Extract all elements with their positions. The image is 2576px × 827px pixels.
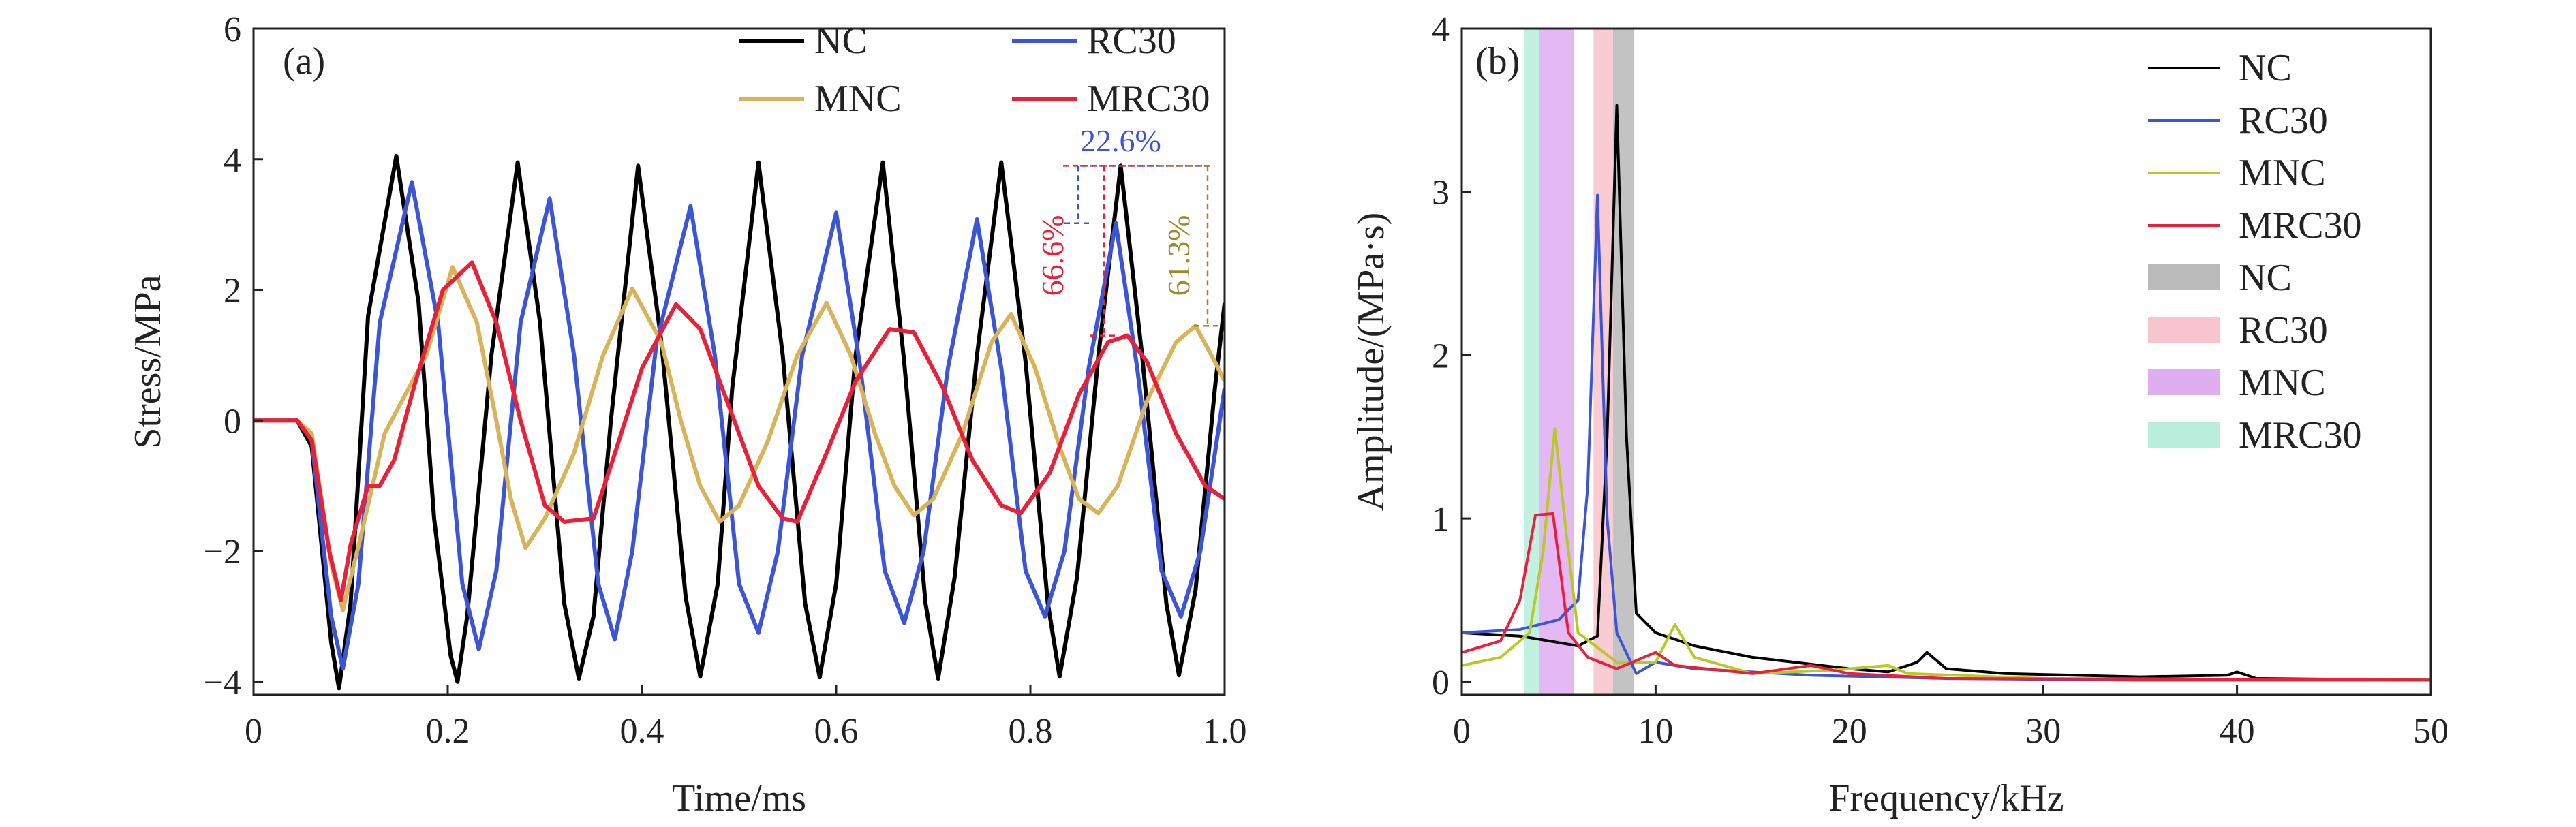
axes-frame (252, 27, 1226, 696)
panel-label: (a) (283, 40, 325, 82)
plot-area (254, 154, 1225, 691)
y-tick-label: 4 (1432, 10, 1450, 49)
y-tick-label: 1 (1432, 500, 1450, 539)
y-tick-label: −4 (204, 664, 241, 702)
legend-swatch-mnc (2148, 369, 2220, 395)
series-line-mrc30 (254, 260, 1225, 602)
y-tick-label: 3 (1432, 174, 1450, 213)
legend-label: NC (814, 20, 868, 62)
x-tick-label: 0 (1453, 712, 1471, 751)
y-tick-label: 6 (224, 10, 241, 49)
x-tick-label: 10 (1638, 712, 1673, 751)
series-line-mnc (1462, 427, 2431, 682)
legend-label: RC30 (2239, 309, 2328, 352)
annotation-label: 66.6% (1035, 215, 1070, 296)
x-tick-label: 40 (2220, 712, 2255, 751)
legend-label: NC (2239, 257, 2292, 299)
annotation-label: 61.3% (1161, 215, 1196, 296)
legend-swatch-rc30 (2148, 317, 2220, 343)
y-tick-label: 2 (224, 272, 241, 311)
panel-b-chart: 0 10 20 30 40 50 0 1 2 3 4 Frequency/kHz Amplitude/(… (1350, 10, 2449, 820)
plot-area (1462, 29, 2431, 695)
y-tick-label: 2 (1432, 337, 1450, 375)
legend-label: MNC (2239, 362, 2326, 404)
legend-label: NC (2239, 47, 2292, 89)
x-tick-label: 1.0 (1203, 712, 1247, 751)
y-tick-label: 0 (224, 402, 241, 441)
x-tick-label: 0.4 (620, 712, 664, 751)
band-mrc30 (1524, 29, 1539, 695)
y-tick-label: 4 (224, 141, 241, 180)
series-line-mnc (254, 265, 1225, 612)
band-mnc (1539, 29, 1574, 695)
x-tick-label: 30 (2025, 712, 2061, 751)
x-tick-label: 50 (2413, 712, 2449, 751)
y-tick-label: −2 (204, 533, 241, 572)
legend-label: MNC (2239, 152, 2326, 194)
legend-swatch-mrc30 (2148, 422, 2220, 448)
y-axis-label: Stress/MPa (127, 275, 169, 448)
x-tick-label: 0 (245, 712, 262, 751)
legend-label: MRC30 (2239, 204, 2362, 247)
legend-label: MRC30 (1087, 78, 1210, 120)
legend-label: RC30 (2239, 99, 2328, 142)
legend-swatch-nc (2148, 264, 2220, 290)
series-line-rc30 (254, 180, 1225, 671)
series-line-nc (1462, 104, 2431, 682)
legend-label: MNC (814, 78, 902, 120)
legend-label: RC30 (1087, 20, 1176, 62)
legend-label: MRC30 (2239, 414, 2362, 456)
series-line-mrc30 (1462, 512, 2431, 682)
x-tick-label: 0.6 (814, 712, 859, 751)
x-axis-label: Time/ms (672, 777, 806, 820)
x-tick-label: 0.8 (1009, 712, 1053, 751)
y-tick-label: 0 (1432, 664, 1450, 702)
y-axis-label: Amplitude/(MPa·s) (1350, 213, 1392, 512)
series-line-nc (254, 154, 1225, 691)
x-tick-label: 0.2 (426, 712, 470, 751)
annotation-label: 22.6% (1080, 123, 1161, 158)
axes-frame (1460, 27, 2432, 696)
panel-label: (b) (1475, 40, 1520, 82)
x-axis-label: Frequency/kHz (1828, 777, 2064, 820)
panel-a-chart: 0 0.2 0.4 0.6 0.8 1.0 −4 −2 0 2 4 6 Time/ms Stress/MP… (127, 10, 1247, 820)
x-tick-label: 20 (1832, 712, 1867, 751)
